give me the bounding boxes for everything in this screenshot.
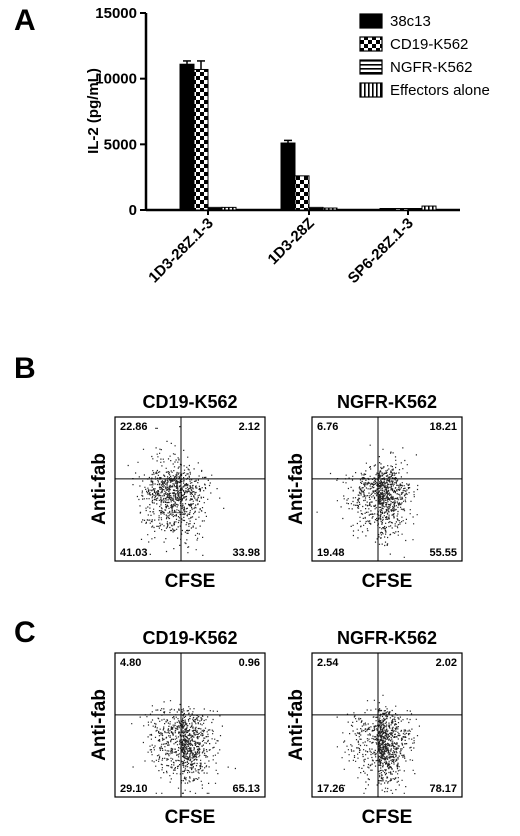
y-tick-label: 0 <box>129 202 137 219</box>
x-tick-label: SP6-28Z.1-3 <box>345 215 417 287</box>
bar <box>221 206 237 211</box>
quadrant-percent-lr: 78.17 <box>429 783 457 795</box>
flow-plot: NGFR-K562 6.76 18.21 19.48 55.55 CFSE Anti-fab <box>286 392 463 592</box>
flow-dot-cloud <box>336 694 420 794</box>
flow-y-axis-title: Anti-fab <box>89 453 110 525</box>
flow-x-axis-title: CFSE <box>165 807 216 828</box>
y-tick-label: 10000 <box>95 71 137 88</box>
flow-dots <box>316 444 419 558</box>
flow-dots <box>131 700 236 794</box>
x-tick-label: 1D3-28Z.1-3 <box>145 215 217 287</box>
flow-y-axis-title: Anti-fab <box>286 689 307 761</box>
legend-swatch <box>359 59 383 75</box>
quadrant-percent-ul: 6.76 <box>317 421 338 433</box>
bar <box>193 68 209 211</box>
flow-plot: CD19-K562 22.86 2.12 41.03 33.98 CFSE Anti-fab <box>89 392 266 592</box>
quadrant-percent-ur: 18.21 <box>429 421 457 433</box>
x-tick-label: 1D3-28Z <box>265 215 318 268</box>
flow-dot-cloud <box>316 444 419 558</box>
flow-dots <box>336 694 420 794</box>
bar <box>379 208 395 211</box>
flow-y-axis-title: Anti-fab <box>286 453 307 525</box>
bar <box>322 207 338 211</box>
quadrant-percent-ll: 29.10 <box>120 783 148 795</box>
il2-bar-chart: 0 5000 10000 15000 1D3-28Z.1-3 1D3-28Z SP6-28… <box>85 5 490 287</box>
panel-letter-b: B <box>14 352 36 385</box>
y-axis-title: IL-2 (pg/mL) <box>85 68 102 154</box>
legend: 38c13 CD19-K562 NGFR-K562 Effectors alone <box>359 13 490 99</box>
flow-dot-cloud <box>127 426 225 556</box>
flow-plot-frame <box>114 652 266 798</box>
quadrant-percent-ur: 2.12 <box>239 421 260 433</box>
legend-swatch <box>359 13 383 29</box>
flow-plot-title: CD19-K562 <box>142 628 237 648</box>
quadrant-percent-ur: 2.02 <box>436 657 457 669</box>
bars <box>179 60 437 215</box>
quadrant-percent-ll: 41.03 <box>120 547 148 559</box>
quadrant-percent-ul: 4.80 <box>120 657 141 669</box>
flow-plot: NGFR-K562 2.54 2.02 17.26 78.17 CFSE Anti-fab <box>286 628 463 828</box>
flow-plot-title: CD19-K562 <box>142 392 237 412</box>
quadrant-percent-ll: 17.26 <box>317 783 345 795</box>
quadrant-percent-lr: 33.98 <box>232 547 260 559</box>
bar <box>294 175 310 211</box>
legend-label: CD19-K562 <box>390 36 468 53</box>
panel-letter-a: A <box>14 4 36 37</box>
bar <box>179 63 195 211</box>
y-tick-label: 15000 <box>95 5 137 22</box>
legend-label: Effectors alone <box>390 82 490 99</box>
flow-x-axis-title: CFSE <box>165 571 216 592</box>
y-ticks: 0 5000 10000 15000 <box>95 5 146 219</box>
flow-dots <box>127 426 225 556</box>
quadrant-percent-ll: 19.48 <box>317 547 345 559</box>
panel-letter-c: C <box>14 616 36 649</box>
bar <box>207 206 223 211</box>
flow-panels: CD19-K562 22.86 2.12 41.03 33.98 CFSE Anti-fab… <box>89 392 463 828</box>
quadrant-percent-ur: 0.96 <box>239 657 260 669</box>
flow-x-axis-title: CFSE <box>362 571 413 592</box>
y-tick-label: 5000 <box>104 136 137 153</box>
legend-label: 38c13 <box>390 13 431 30</box>
bar <box>407 208 423 211</box>
legend-label: NGFR-K562 <box>390 59 473 76</box>
x-labels: 1D3-28Z.1-3 1D3-28Z SP6-28Z.1-3 <box>145 215 417 287</box>
legend-swatch <box>359 36 383 52</box>
bar <box>393 208 409 211</box>
bar <box>308 206 324 211</box>
flow-dot-cloud <box>131 700 236 794</box>
legend-swatch <box>359 82 383 98</box>
bar <box>421 205 437 211</box>
quadrant-percent-ul: 22.86 <box>120 421 148 433</box>
flow-x-axis-title: CFSE <box>362 807 413 828</box>
flow-y-axis-title: Anti-fab <box>89 689 110 761</box>
quadrant-percent-lr: 65.13 <box>232 783 260 795</box>
quadrant-percent-ul: 2.54 <box>317 657 339 669</box>
flow-plot-title: NGFR-K562 <box>337 628 437 648</box>
flow-plot-title: NGFR-K562 <box>337 392 437 412</box>
quadrant-percent-lr: 55.55 <box>429 547 457 559</box>
bar <box>280 142 296 211</box>
